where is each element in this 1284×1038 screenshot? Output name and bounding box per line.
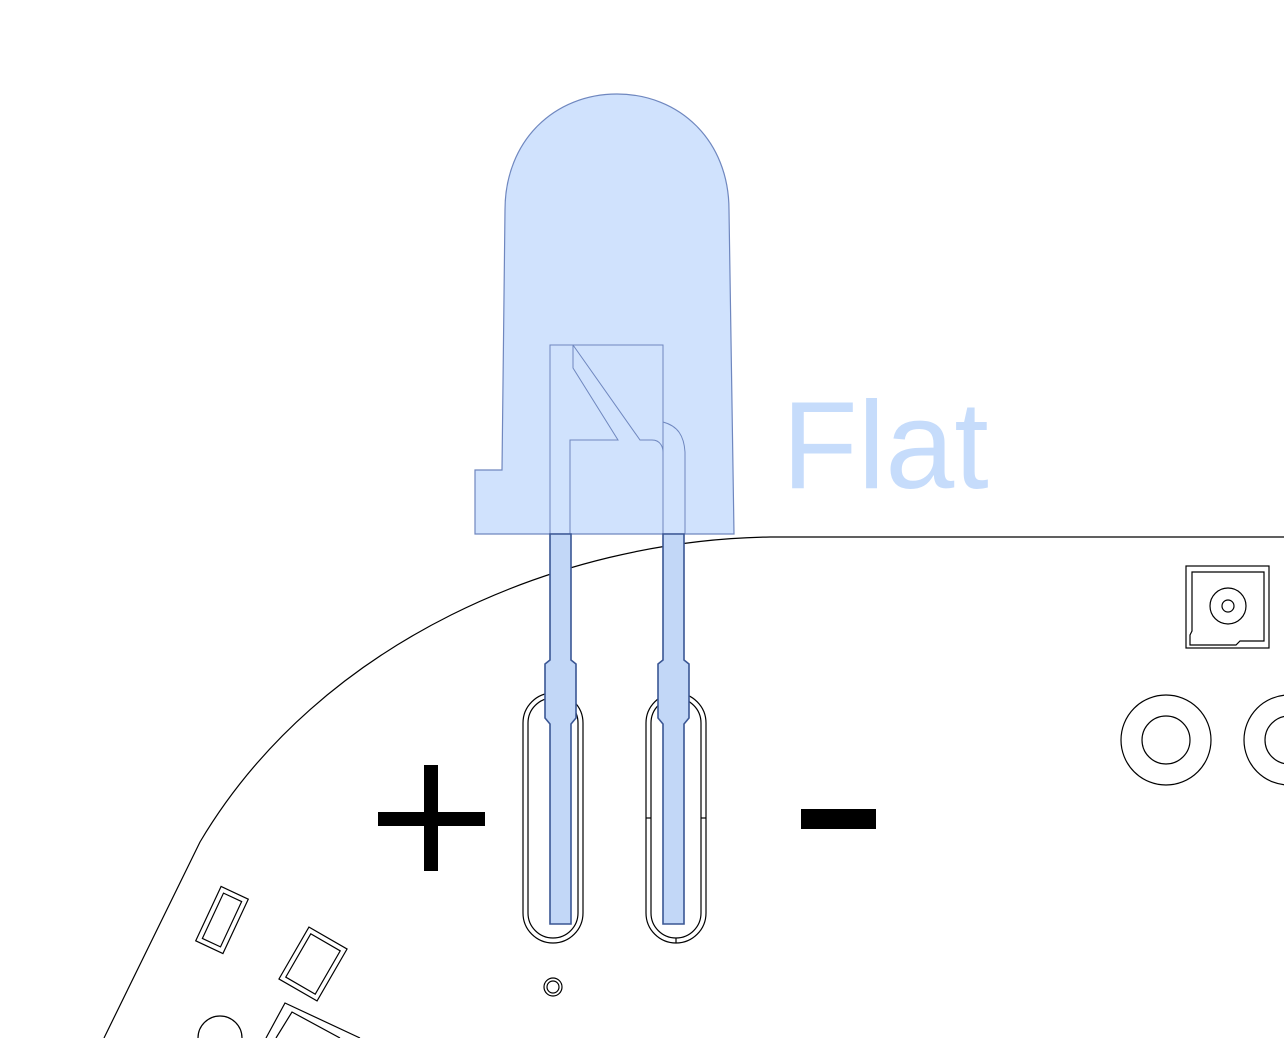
anode-lead [544, 533, 577, 925]
cathode-lead [657, 533, 690, 925]
minus-sign [801, 809, 876, 829]
pcb-pads-left [194, 885, 361, 1038]
led-component [474, 93, 735, 925]
led-body [474, 93, 735, 535]
pcb-components-right [1120, 565, 1284, 786]
led-leads [544, 533, 690, 925]
pcb-outline [103, 536, 1284, 1038]
flat-label: Flat [782, 377, 989, 515]
plus-sign [378, 765, 485, 871]
via [543, 977, 563, 997]
led-lead-frame [549, 344, 686, 535]
